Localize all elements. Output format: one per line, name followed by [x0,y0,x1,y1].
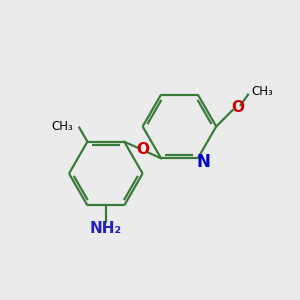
Text: O: O [231,100,244,116]
Text: O: O [136,142,149,158]
Text: CH₃: CH₃ [251,85,273,98]
Text: NH₂: NH₂ [90,220,122,236]
Text: N: N [196,153,210,171]
Text: CH₃: CH₃ [51,120,73,133]
